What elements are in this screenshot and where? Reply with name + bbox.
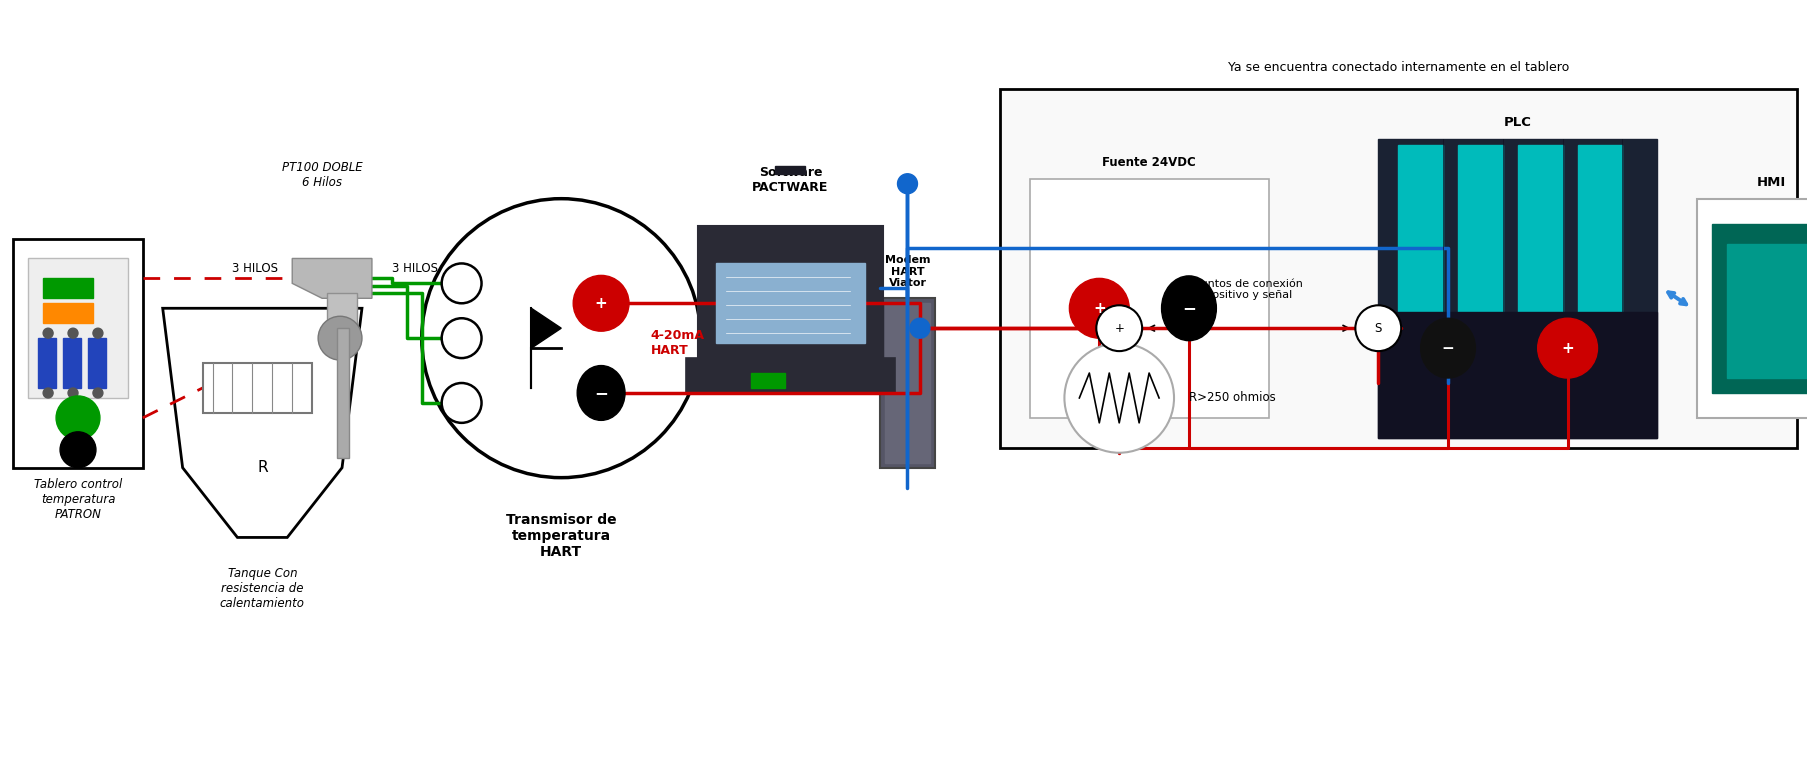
- Bar: [38, 338, 56, 388]
- Text: USB: USB: [827, 282, 856, 295]
- Bar: [1459, 145, 1502, 318]
- Text: −: −: [594, 384, 608, 402]
- Text: Tablero control
temperatura
PATRON: Tablero control temperatura PATRON: [34, 478, 121, 521]
- FancyBboxPatch shape: [29, 259, 129, 398]
- Circle shape: [898, 174, 918, 194]
- Text: −: −: [1182, 300, 1196, 317]
- Bar: [1377, 139, 1658, 438]
- Bar: [1727, 243, 1810, 378]
- Circle shape: [92, 328, 103, 338]
- Text: Tanque Con
resistencia de
calentamiento: Tanque Con resistencia de calentamiento: [219, 568, 304, 611]
- Bar: [63, 338, 81, 388]
- Polygon shape: [291, 259, 371, 298]
- Text: Puntos de conexión
Positivo y señal: Puntos de conexión Positivo y señal: [1195, 279, 1303, 300]
- Circle shape: [43, 328, 52, 338]
- Circle shape: [442, 383, 481, 423]
- Text: S: S: [1374, 322, 1383, 335]
- Text: Transmisor de
temperatura
HART: Transmisor de temperatura HART: [507, 512, 617, 559]
- FancyBboxPatch shape: [686, 358, 894, 393]
- Text: 3 HILOS: 3 HILOS: [391, 262, 438, 275]
- Bar: [715, 263, 865, 343]
- Text: Ya se encuentra conectado internamente en el tablero: Ya se encuentra conectado internamente e…: [1227, 61, 1569, 74]
- Bar: [328, 293, 357, 328]
- Text: SIEMENS: SIEMENS: [1761, 207, 1783, 212]
- Circle shape: [422, 199, 700, 478]
- Bar: [775, 166, 805, 174]
- Circle shape: [910, 318, 930, 338]
- Text: PLC: PLC: [1504, 116, 1531, 129]
- Circle shape: [43, 388, 52, 398]
- Bar: [1397, 145, 1443, 318]
- Text: Fuente 24VDC: Fuente 24VDC: [1102, 156, 1196, 169]
- Bar: [1578, 145, 1622, 318]
- Circle shape: [60, 432, 96, 468]
- Circle shape: [92, 388, 103, 398]
- Text: +: +: [1115, 322, 1124, 335]
- Circle shape: [69, 328, 78, 338]
- Text: R: R: [257, 460, 268, 475]
- FancyBboxPatch shape: [999, 89, 1797, 448]
- Text: R>250 ohmios: R>250 ohmios: [1189, 392, 1276, 405]
- Circle shape: [56, 396, 100, 440]
- Text: HMI: HMI: [1758, 176, 1786, 189]
- Bar: [43, 278, 92, 298]
- Bar: [1377, 313, 1658, 438]
- Bar: [1519, 145, 1562, 318]
- Text: +: +: [1093, 301, 1106, 316]
- Text: PT100 DOBLE
6 Hilos: PT100 DOBLE 6 Hilos: [282, 161, 362, 189]
- FancyBboxPatch shape: [697, 226, 883, 361]
- Circle shape: [1538, 318, 1598, 378]
- Circle shape: [574, 276, 630, 331]
- Text: −: −: [1441, 341, 1455, 356]
- Text: Modem
HART
Viator: Modem HART Viator: [885, 255, 930, 288]
- Circle shape: [442, 263, 481, 303]
- Polygon shape: [532, 308, 561, 348]
- Circle shape: [1356, 306, 1401, 351]
- FancyBboxPatch shape: [13, 239, 143, 468]
- Bar: [1712, 223, 1810, 393]
- Bar: [885, 303, 930, 462]
- Ellipse shape: [1421, 318, 1475, 378]
- Circle shape: [1070, 278, 1129, 338]
- Text: +: +: [595, 296, 608, 311]
- Text: 3 HILOS: 3 HILOS: [232, 262, 279, 275]
- Bar: [43, 303, 92, 323]
- Bar: [337, 328, 349, 458]
- FancyBboxPatch shape: [1698, 199, 1810, 418]
- Circle shape: [319, 316, 362, 360]
- Ellipse shape: [577, 366, 624, 420]
- Circle shape: [1064, 343, 1175, 453]
- Circle shape: [69, 388, 78, 398]
- Text: 4-20mA
HART: 4-20mA HART: [652, 329, 704, 357]
- Bar: [203, 363, 311, 413]
- Circle shape: [1097, 306, 1142, 351]
- Text: Software
PACTWARE: Software PACTWARE: [753, 166, 829, 194]
- Bar: [751, 373, 786, 388]
- FancyBboxPatch shape: [1030, 179, 1269, 418]
- Text: +: +: [1562, 341, 1575, 356]
- FancyBboxPatch shape: [880, 298, 936, 468]
- Bar: [89, 338, 107, 388]
- Circle shape: [442, 318, 481, 358]
- Ellipse shape: [1162, 276, 1216, 341]
